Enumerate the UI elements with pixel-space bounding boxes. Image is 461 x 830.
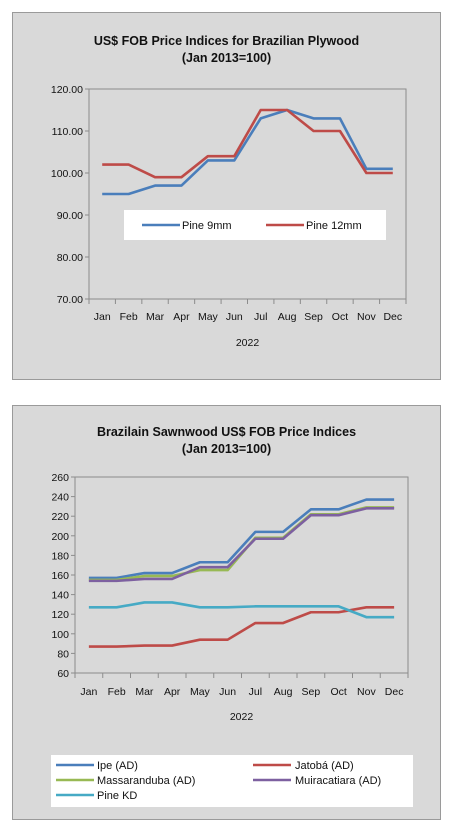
x-tick-label: Feb [120,311,138,323]
x-tick-label: Dec [383,311,402,323]
plot-area [74,476,409,674]
y-tick-label: 200 [51,531,69,543]
x-tick-label: Sep [302,686,321,698]
series-line-0 [102,108,393,196]
y-tick-label: 110.00 [52,126,83,138]
legend-label: Pine 12mm [306,220,362,232]
x-tick-label: Jun [219,686,236,698]
y-tick-label: 90.00 [57,210,83,222]
series-line-1 [88,606,395,648]
legend-label: Massaranduba (AD) [97,775,195,787]
series-line-1 [102,108,393,179]
series-line-3 [88,507,395,583]
sawnwood-line-chart: Jan Feb Mar Apr May Jun Jul Aug Sep Oct Nov Dec 2022… [51,472,413,807]
x-tick-label: Mar [135,686,154,698]
y-tick-label: 60 [57,668,69,680]
x-tick-label: Apr [164,686,181,698]
y-tick-label: 260 [51,472,69,484]
legend-label: Muiracatiara (AD) [295,775,381,787]
x-tick-label: May [190,686,211,698]
sawnwood-chart-panel: Brazilain Sawnwood US$ FOB Price Indices… [12,405,441,820]
plywood-line-chart: Jan Feb Mar Apr May Jun Jul Aug Sep Oct Nov Dec 2022… [51,84,407,349]
y-tick-label: 220 [51,511,69,523]
x-tick-label: Oct [330,686,346,698]
legend [51,755,413,807]
legend-label: Ipe (AD) [97,760,138,772]
y-tick-label: 160 [51,570,69,582]
x-tick-label: Dec [385,686,404,698]
series-line-0 [88,498,395,580]
x-tick-label: Apr [173,311,190,323]
y-tick-label: 70.00 [57,294,83,306]
legend-label: Pine 9mm [182,220,232,232]
plot-area [88,88,407,300]
x-axis-label: 2022 [236,337,260,349]
plywood-chart-panel: US$ FOB Price Indices for Brazilian Plyw… [12,12,441,380]
x-axis-label: 2022 [230,711,254,723]
x-tick-label: Jan [80,686,97,698]
x-tick-label: Jun [226,311,243,323]
x-tick-label: Nov [357,311,376,323]
chart-subtitle: (Jan 2013=100) [181,51,272,65]
y-tick-label: 140 [51,590,69,602]
chart-title: Brazilain Sawnwood US$ FOB Price Indices [96,425,357,439]
legend-label: Pine KD [97,790,137,802]
x-tick-label: Mar [146,311,165,323]
legend-label: Jatobá (AD) [295,760,354,772]
x-tick-label: May [198,311,219,323]
chart-subtitle: (Jan 2013=100) [181,442,272,456]
x-tick-label: Sep [304,311,323,323]
y-tick-label: 120 [51,609,69,621]
x-tick-label: Nov [357,686,376,698]
y-tick-label: 120.00 [51,84,83,96]
x-tick-label: Aug [274,686,293,698]
y-tick-label: 100.00 [51,168,83,180]
chart-title: US$ FOB Price Indices for Brazilian Plyw… [93,34,360,48]
x-tick-label: Oct [332,311,348,323]
x-tick-label: Jul [249,686,262,698]
y-tick-label: 180 [51,550,69,562]
x-tick-label: Aug [278,311,297,323]
x-tick-label: Feb [108,686,126,698]
x-tick-label: Jan [94,311,111,323]
y-tick-label: 80 [57,648,69,660]
y-tick-label: 240 [51,492,69,504]
series-line-4 [88,601,395,619]
y-tick-label: 80.00 [57,252,83,264]
x-tick-label: Jul [254,311,267,323]
y-tick-label: 100 [51,629,69,641]
